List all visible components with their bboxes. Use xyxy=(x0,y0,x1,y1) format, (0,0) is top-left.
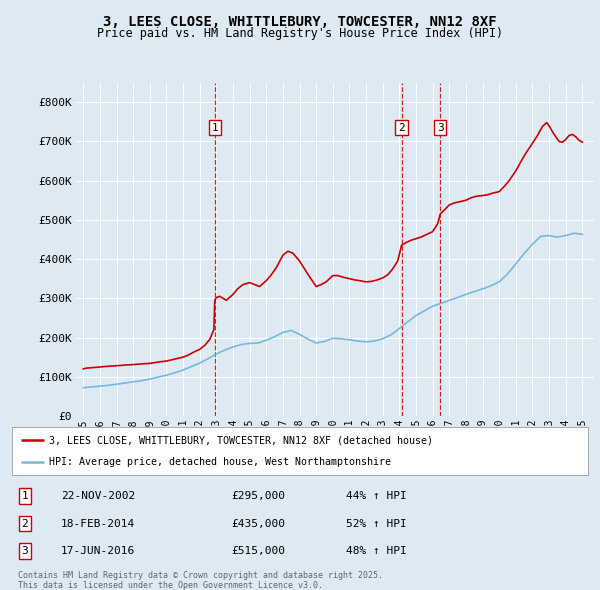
Text: 44% ↑ HPI: 44% ↑ HPI xyxy=(346,491,407,502)
Text: 22-NOV-2002: 22-NOV-2002 xyxy=(61,491,135,502)
Text: 3: 3 xyxy=(21,546,28,556)
Text: 1: 1 xyxy=(211,123,218,133)
Text: 2: 2 xyxy=(21,519,28,529)
Text: 18-FEB-2014: 18-FEB-2014 xyxy=(61,519,135,529)
Text: 2: 2 xyxy=(398,123,405,133)
Text: HPI: Average price, detached house, West Northamptonshire: HPI: Average price, detached house, West… xyxy=(49,457,391,467)
Text: Price paid vs. HM Land Registry's House Price Index (HPI): Price paid vs. HM Land Registry's House … xyxy=(97,27,503,40)
Text: Contains HM Land Registry data © Crown copyright and database right 2025.: Contains HM Land Registry data © Crown c… xyxy=(18,571,383,580)
Text: This data is licensed under the Open Government Licence v3.0.: This data is licensed under the Open Gov… xyxy=(18,581,323,589)
Text: 52% ↑ HPI: 52% ↑ HPI xyxy=(346,519,407,529)
Text: £435,000: £435,000 xyxy=(231,519,285,529)
Text: 1: 1 xyxy=(21,491,28,502)
Text: 3, LEES CLOSE, WHITTLEBURY, TOWCESTER, NN12 8XF: 3, LEES CLOSE, WHITTLEBURY, TOWCESTER, N… xyxy=(103,15,497,29)
Text: 3, LEES CLOSE, WHITTLEBURY, TOWCESTER, NN12 8XF (detached house): 3, LEES CLOSE, WHITTLEBURY, TOWCESTER, N… xyxy=(49,435,433,445)
Text: £295,000: £295,000 xyxy=(231,491,285,502)
Text: 17-JUN-2016: 17-JUN-2016 xyxy=(61,546,135,556)
Text: £515,000: £515,000 xyxy=(231,546,285,556)
Text: 3: 3 xyxy=(437,123,443,133)
Text: 48% ↑ HPI: 48% ↑ HPI xyxy=(346,546,407,556)
